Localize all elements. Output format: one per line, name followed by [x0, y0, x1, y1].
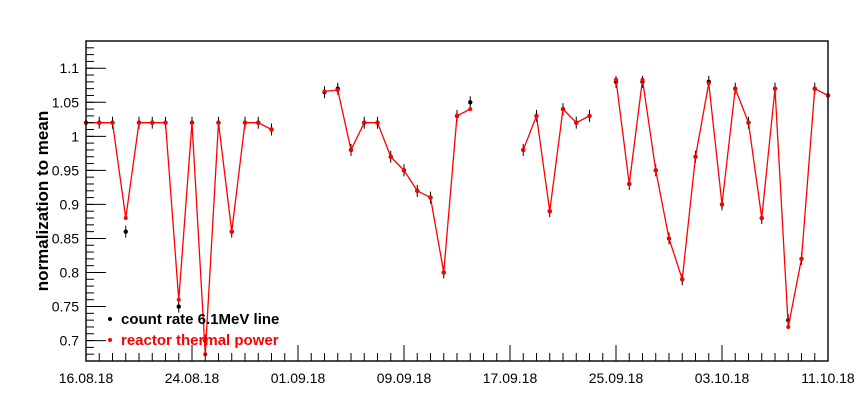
- reactor-power-point: [269, 127, 274, 132]
- reactor-power-point: [375, 120, 380, 125]
- reactor-power-point: [574, 120, 579, 125]
- reactor-power-point: [349, 147, 353, 152]
- reactor-power-point: [455, 113, 459, 118]
- reactor-power-point: [428, 195, 433, 200]
- reactor-power-point: [534, 113, 539, 118]
- reactor-power-point: [587, 113, 592, 118]
- y-axis-label: normalization to mean: [33, 111, 52, 291]
- y-tick-label: 0.7: [60, 333, 80, 349]
- reactor-power-point: [137, 120, 141, 125]
- reactor-power-point: [123, 216, 128, 221]
- reactor-power-point: [653, 168, 658, 173]
- x-tick-label: 01.09.18: [271, 370, 326, 386]
- count-rate-point: [468, 100, 473, 105]
- count-rate-point: [123, 229, 128, 234]
- y-tick-label: 0.8: [60, 264, 80, 280]
- reactor-power-point: [441, 270, 446, 275]
- reactor-power-point: [97, 120, 102, 125]
- reactor-power-point: [547, 209, 552, 214]
- reactor-power-point: [706, 81, 711, 86]
- reactor-power-point: [773, 86, 777, 91]
- reactor-power-point: [693, 154, 698, 159]
- reactor-power-point: [667, 236, 671, 241]
- reactor-power-point: [176, 297, 181, 302]
- x-tick-label: 11.10.18: [801, 370, 855, 386]
- y-tick-label: 0.9: [60, 196, 80, 212]
- reactor-power-point: [786, 324, 791, 329]
- reactor-power-point: [362, 120, 367, 125]
- reactor-power-point: [229, 229, 234, 234]
- reactor-power-point: [402, 168, 406, 173]
- y-tick-label: 1: [71, 128, 79, 144]
- plot-area: 0.7 0.75 0.8 0.85 0.9 0.95 1 1.05 1.1 16.08.18 24…: [52, 40, 855, 386]
- reactor-power-point: [243, 120, 247, 125]
- reactor-power-point: [799, 256, 804, 261]
- reactor-power-point: [759, 216, 764, 221]
- x-tick-label: 03.10.18: [695, 370, 750, 386]
- reactor-power-point: [150, 120, 155, 125]
- reactor-power-point: [521, 147, 526, 152]
- y-tick-label: 1.05: [52, 94, 79, 110]
- x-tick-label: 09.09.18: [377, 370, 432, 386]
- reactor-power-point: [561, 107, 565, 112]
- series-layer: [83, 75, 831, 357]
- reactor-power-point: [322, 89, 327, 94]
- reactor-power-point: [216, 120, 221, 125]
- x-tick-label: 16.08.18: [59, 370, 114, 386]
- y-tick-label: 0.75: [52, 299, 79, 315]
- reactor-power-point: [388, 154, 393, 159]
- reactor-power-point: [614, 77, 618, 82]
- y-tick-label: 0.85: [52, 230, 79, 246]
- legend: count rate 6.1MeV line reactor thermal p…: [108, 311, 279, 349]
- x-tick-label: 24.08.18: [165, 370, 220, 386]
- legend-label-count-rate: count rate 6.1MeV line: [121, 311, 279, 328]
- y-axis: 0.7 0.75 0.8 0.85 0.9 0.95 1 1.05 1.1: [52, 40, 106, 362]
- reactor-power-point: [256, 120, 261, 125]
- legend-label-reactor-power: reactor thermal power: [121, 332, 279, 349]
- legend-marker-reactor-power: [108, 338, 112, 342]
- x-axis: 16.08.18 24.08.18 01.09.18 09.09.18 17.09.18…: [59, 345, 855, 386]
- reactor-power-point: [468, 107, 473, 112]
- y-tick-label: 0.95: [52, 162, 79, 178]
- reactor-power-point: [812, 86, 817, 91]
- reactor-power-line: [324, 89, 471, 273]
- reactor-power-point: [680, 277, 685, 282]
- reactor-power-point: [733, 86, 738, 91]
- count-rate-point: [176, 304, 181, 309]
- reactor-power-point: [746, 120, 751, 125]
- x-tick-label: 17.09.18: [483, 370, 538, 386]
- reactor-power-point: [640, 77, 645, 82]
- reactor-power-point: [415, 188, 420, 193]
- reactor-power-point: [190, 120, 194, 125]
- reactor-power-line: [522, 107, 590, 212]
- y-tick-label: 1.1: [60, 60, 80, 76]
- reactor-power-point: [110, 120, 115, 125]
- reactor-power-point: [627, 181, 632, 186]
- reactor-power-point: [720, 202, 724, 207]
- reactor-power-point: [163, 120, 168, 125]
- legend-marker-count-rate: [108, 317, 112, 321]
- reactor-power-point: [335, 88, 340, 93]
- x-tick-label: 25.09.18: [589, 370, 644, 386]
